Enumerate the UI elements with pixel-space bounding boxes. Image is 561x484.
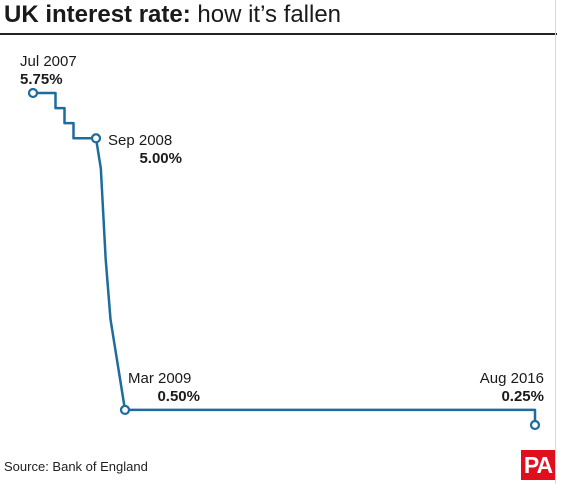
marker-2009-03 — [119, 404, 131, 416]
rate-line — [33, 91, 537, 425]
marker-2016-08 — [529, 419, 541, 431]
title-rule — [0, 33, 557, 35]
marker-2008-09 — [90, 133, 102, 144]
annotation-value: 5.00% — [139, 150, 182, 167]
annotation-date: Jul 2007 — [20, 53, 77, 70]
right-border — [555, 0, 556, 484]
marker-2007-07 — [27, 87, 39, 99]
annotation-date: Aug 2016 — [480, 370, 544, 387]
chart-title-bold: UK interest rate: — [4, 1, 191, 28]
annotation-date: Sep 2008 — [108, 132, 172, 149]
annotation-value: 0.25% — [501, 388, 544, 405]
chart-title: UK interest rate: how it’s fallen — [4, 0, 341, 30]
annotation-value: 5.75% — [20, 71, 63, 88]
pa-logo: PA — [521, 450, 555, 480]
chart-title-light: how it’s fallen — [190, 1, 342, 28]
annotation-value: 0.50% — [157, 388, 200, 405]
annotation-date: Mar 2009 — [128, 370, 191, 387]
source-text: Source: Bank of England — [4, 459, 148, 474]
